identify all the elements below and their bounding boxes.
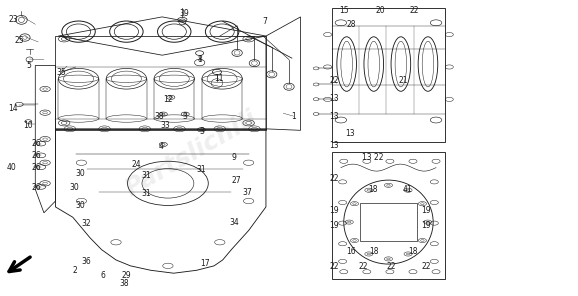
Text: 30: 30: [75, 201, 85, 210]
Text: 19: 19: [329, 221, 339, 230]
Text: 9: 9: [232, 153, 236, 162]
Text: 26: 26: [32, 183, 41, 192]
Text: 28: 28: [347, 20, 356, 29]
Text: 38: 38: [154, 112, 164, 121]
Text: 25: 25: [14, 36, 24, 45]
Text: 22: 22: [329, 173, 339, 183]
Text: 8: 8: [197, 55, 202, 64]
Text: 38: 38: [120, 279, 129, 288]
Text: 37: 37: [243, 188, 253, 197]
Text: 26: 26: [32, 163, 41, 172]
Text: 31: 31: [141, 189, 151, 198]
Text: 13: 13: [329, 141, 339, 150]
Text: 31: 31: [141, 171, 151, 181]
Text: 18: 18: [408, 247, 418, 256]
Text: 39: 39: [179, 9, 189, 18]
Text: 26: 26: [32, 139, 41, 148]
Text: 32: 32: [81, 219, 91, 228]
Text: 36: 36: [81, 257, 91, 266]
Text: 16: 16: [346, 247, 356, 256]
Text: 35: 35: [57, 68, 66, 77]
Text: 22: 22: [421, 262, 431, 271]
Text: 27: 27: [231, 176, 241, 186]
Text: 29: 29: [121, 271, 131, 280]
Bar: [55, 36, 266, 130]
Text: 22: 22: [329, 262, 339, 271]
Text: 15: 15: [339, 6, 349, 15]
Text: 20: 20: [375, 6, 385, 15]
Text: 33: 33: [160, 120, 170, 130]
Text: 7: 7: [262, 17, 267, 26]
Text: 31: 31: [197, 165, 206, 174]
Text: Partslichili: Partslichili: [121, 106, 261, 202]
Text: 24: 24: [131, 160, 141, 169]
Text: 22: 22: [358, 262, 368, 271]
Text: 18: 18: [368, 185, 377, 194]
Bar: [332, 8, 444, 142]
Text: 18: 18: [369, 247, 379, 256]
Text: 26: 26: [32, 151, 41, 160]
Text: 19: 19: [329, 206, 339, 215]
Text: 14: 14: [9, 104, 18, 113]
Text: 11: 11: [214, 74, 224, 83]
Text: 19: 19: [421, 206, 431, 215]
Text: 41: 41: [402, 185, 412, 194]
Text: 40: 40: [6, 163, 16, 172]
Text: 3: 3: [183, 112, 188, 121]
Text: 13: 13: [344, 129, 354, 138]
Text: 17: 17: [201, 259, 210, 268]
Text: 22: 22: [329, 76, 339, 85]
Text: 10: 10: [24, 121, 33, 131]
Text: 30: 30: [75, 168, 85, 178]
Text: 1: 1: [291, 112, 296, 121]
Text: 34: 34: [229, 218, 239, 227]
Text: 13: 13: [329, 94, 339, 103]
Text: 6: 6: [101, 271, 106, 280]
Text: 2: 2: [72, 266, 77, 275]
Text: 21: 21: [398, 76, 408, 85]
Text: 12: 12: [163, 95, 173, 104]
Text: 22: 22: [410, 6, 420, 15]
Text: 22: 22: [387, 262, 397, 271]
Text: 23: 23: [9, 15, 18, 24]
Text: 19: 19: [421, 221, 431, 230]
Text: 3: 3: [199, 127, 204, 136]
Text: 30: 30: [69, 183, 79, 192]
Bar: [360, 203, 417, 241]
Text: 13: 13: [329, 112, 339, 121]
Bar: [332, 152, 444, 279]
Text: 4: 4: [158, 142, 164, 151]
Text: 13 22: 13 22: [362, 153, 383, 162]
Text: 5: 5: [26, 61, 31, 70]
